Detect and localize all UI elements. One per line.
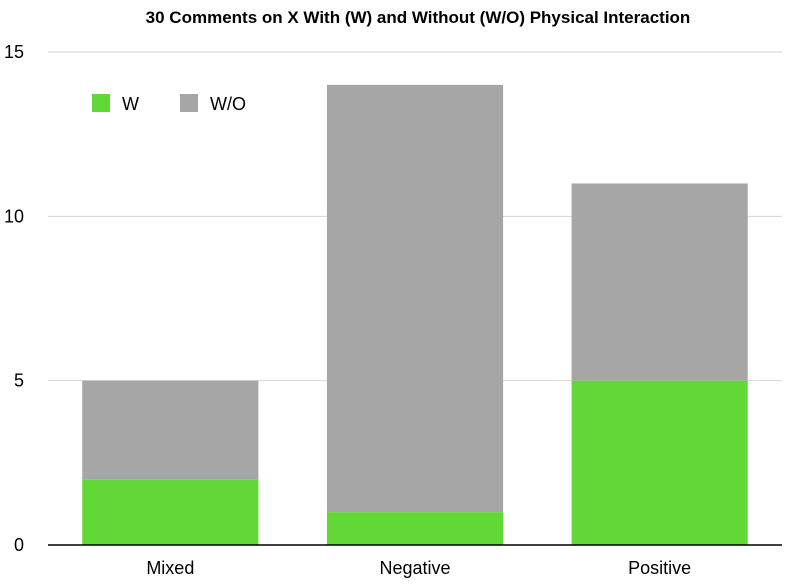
bar-w-o-mixed xyxy=(82,380,259,480)
bar-w-negative xyxy=(326,512,504,545)
legend-swatch xyxy=(92,94,110,112)
x-tick-label: Negative xyxy=(379,558,450,578)
chart-title: 30 Comments on X With (W) and Without (W… xyxy=(146,8,691,27)
y-tick-label: 10 xyxy=(4,206,24,226)
x-tick-label: Positive xyxy=(628,558,691,578)
bar-w-o-positive xyxy=(571,183,748,381)
x-tick-label: Mixed xyxy=(146,558,194,578)
x-axis-ticks: Mixed Negative Positive xyxy=(146,558,691,578)
legend-label: W xyxy=(122,94,139,114)
legend-label: W/O xyxy=(210,94,246,114)
bars xyxy=(82,84,748,545)
legend: W W/O xyxy=(92,94,246,114)
legend-swatch xyxy=(180,94,198,112)
bar-w-mixed xyxy=(82,479,259,545)
y-tick-label: 15 xyxy=(4,42,24,62)
y-axis-ticks: 0 5 10 15 xyxy=(4,42,24,555)
bar-w-positive xyxy=(571,380,748,545)
bar-w-o-negative xyxy=(326,84,504,513)
y-tick-label: 5 xyxy=(14,371,24,391)
y-tick-label: 0 xyxy=(14,535,24,555)
